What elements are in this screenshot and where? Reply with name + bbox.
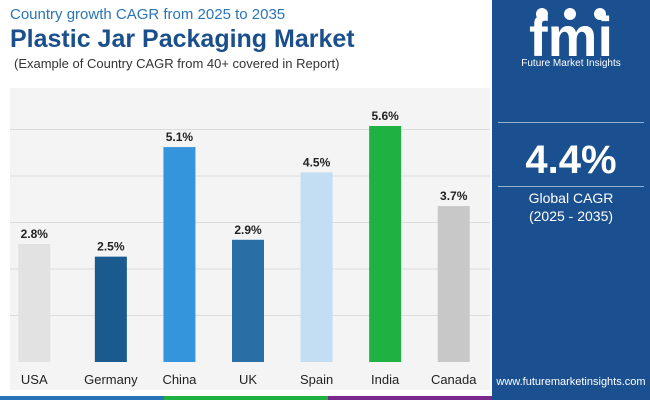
chart-title: Plastic Jar Packaging Market <box>10 25 355 53</box>
data-label-uk: 2.9% <box>234 223 262 237</box>
logo-subtitle: Future Market Insights <box>521 58 621 69</box>
x-tick-china: China <box>162 372 197 387</box>
data-label-usa: 2.8% <box>21 227 49 241</box>
bar-india <box>369 126 402 362</box>
global-cagr-label: Global CAGR <box>528 190 614 206</box>
x-tick-india: India <box>371 372 400 387</box>
x-tick-usa: USA <box>21 372 48 387</box>
logo-dot-icon <box>536 8 548 20</box>
logo-dot-icon <box>564 8 576 20</box>
data-label-china: 5.1% <box>166 130 194 144</box>
global-cagr-value: 4.4% <box>525 138 617 182</box>
divider <box>498 186 644 187</box>
bar-usa <box>18 244 51 362</box>
side-panel: fmi Future Market Insights 4.4% Global C… <box>492 0 650 400</box>
logo-dot-icon <box>594 8 606 20</box>
chart-subtitle: Country growth CAGR from 2025 to 2035 <box>10 6 286 23</box>
accent-segment <box>0 396 164 400</box>
data-label-india: 5.6% <box>371 109 399 123</box>
bottom-accent-bar <box>0 396 492 400</box>
chart-header: Country growth CAGR from 2025 to 2035 Pl… <box>10 6 480 72</box>
x-tick-canada: Canada <box>431 372 477 387</box>
accent-segment <box>328 396 492 400</box>
x-tick-spain: Spain <box>300 372 333 387</box>
data-label-canada: 3.7% <box>440 189 468 203</box>
x-tick-labels: USA Germany China UK Spain India Canada <box>21 372 477 387</box>
bar-germany <box>94 256 127 362</box>
chart-caption: (Example of Country CAGR from 40+ covere… <box>14 56 340 71</box>
bar-canada <box>437 206 470 362</box>
bar-chart: 2.8% 2.5% 5.1% 2.9% 4.5% 5.6% 3.7% USA Germany C… <box>10 109 490 387</box>
fmi-logo: fmi <box>512 5 630 74</box>
data-label-germany: 2.5% <box>97 240 125 254</box>
bar-uk <box>232 239 264 362</box>
bar-spain <box>300 172 333 362</box>
bar-china <box>163 147 196 362</box>
x-tick-uk: UK <box>239 372 257 387</box>
data-labels: 2.8% 2.5% 5.1% 2.9% 4.5% 5.6% 3.7% <box>21 109 468 254</box>
global-cagr-period: (2025 - 2035) <box>528 208 614 224</box>
data-label-spain: 4.5% <box>303 155 331 169</box>
bars <box>18 126 470 362</box>
divider <box>498 122 644 123</box>
accent-segment <box>164 396 328 400</box>
fmi-logo-icon: fmi <box>529 5 613 68</box>
x-tick-germany: Germany <box>84 372 138 387</box>
website-link[interactable]: www.futuremarketinsights.com <box>496 376 646 388</box>
